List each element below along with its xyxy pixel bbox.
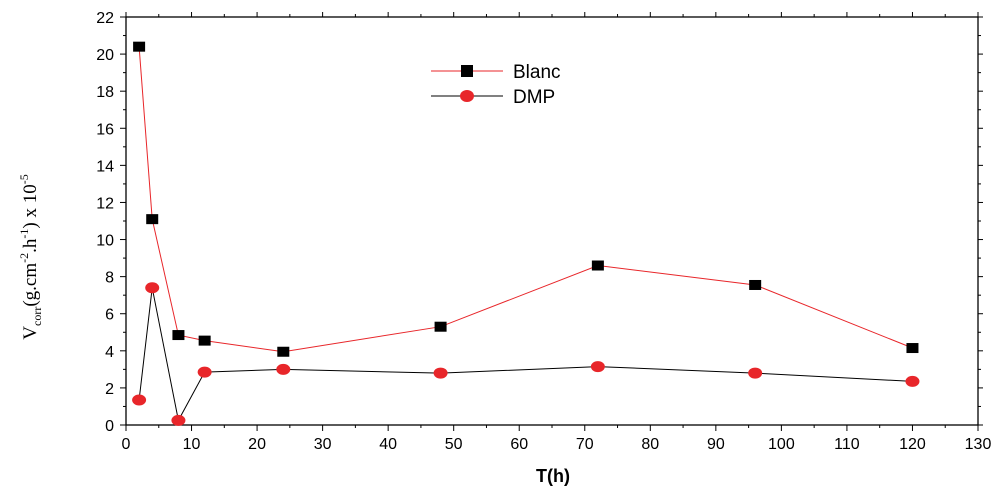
y-axis-title-sub: corr xyxy=(30,307,44,326)
point-blanc xyxy=(133,41,146,52)
x-tick-label: 100 xyxy=(768,436,795,453)
y-axis-title-sup3: -5 xyxy=(17,174,31,184)
x-tick-label: 20 xyxy=(248,436,266,453)
y-tick-label: 0 xyxy=(105,418,114,435)
series-layer xyxy=(132,41,920,426)
svg-text:Vcorr(g.cm-2.h-1) x 10-5: Vcorr(g.cm-2.h-1) x 10-5 xyxy=(17,174,44,339)
point-dmp xyxy=(145,282,160,294)
y-axis-title-sup1: -2 xyxy=(17,253,31,263)
axes-layer: 0 10 20 30 40 50 60 70 80 90 100 110 120 130 0 2 4 6 8 10 12… xyxy=(96,10,991,453)
legend-label-blanc: Blanc xyxy=(513,62,561,83)
y-tick-label: 4 xyxy=(105,344,114,361)
y-axis-title-sup2: -1 xyxy=(17,229,31,239)
point-dmp xyxy=(171,414,186,426)
y-tick-label: 22 xyxy=(96,10,114,27)
x-tick-label: 60 xyxy=(510,436,528,453)
y-axis-title-main: V xyxy=(20,326,41,340)
point-dmp xyxy=(132,394,147,406)
point-dmp xyxy=(590,361,605,373)
x-tick-label: 0 xyxy=(122,436,131,453)
legend-marker-blanc xyxy=(461,65,473,77)
point-blanc xyxy=(146,214,159,225)
point-blanc xyxy=(749,279,762,290)
x-tick-label: 70 xyxy=(576,436,594,453)
x-tick-label: 10 xyxy=(183,436,201,453)
x-tick-label: 90 xyxy=(707,436,725,453)
x-axis-title: T(h) xyxy=(536,466,570,486)
x-tick-label: 30 xyxy=(314,436,332,453)
series-line-dmp xyxy=(138,287,913,422)
point-blanc xyxy=(434,321,447,332)
point-blanc xyxy=(198,335,211,346)
y-tick-label: 18 xyxy=(96,84,114,101)
legend-frame xyxy=(420,57,610,109)
y-tick-label: 8 xyxy=(105,270,114,287)
y-tick-label: 6 xyxy=(105,307,114,324)
point-dmp xyxy=(905,375,920,387)
point-blanc xyxy=(277,346,290,357)
y-tick-label: 12 xyxy=(96,195,114,212)
x-tick-label: 120 xyxy=(899,436,926,453)
point-blanc xyxy=(591,260,604,271)
point-dmp xyxy=(433,367,448,379)
point-blanc xyxy=(172,330,185,341)
y-tick-label: 20 xyxy=(96,47,114,64)
point-dmp xyxy=(197,366,212,378)
y-tick-label: 10 xyxy=(96,233,114,250)
y-tick-label: 2 xyxy=(105,381,114,398)
legend-marker-dmp xyxy=(460,90,474,102)
y-tick-label: 16 xyxy=(96,121,114,138)
x-tick-label: 50 xyxy=(445,436,463,453)
x-tick-label: 130 xyxy=(965,436,992,453)
x-tick-label: 110 xyxy=(834,436,860,453)
y-axis-title-unit-start: (g.cm xyxy=(20,263,41,307)
legend-label-dmp: DMP xyxy=(513,87,555,108)
y-tick-label: 14 xyxy=(96,158,114,175)
point-blanc xyxy=(906,343,919,354)
point-dmp xyxy=(276,363,291,375)
x-tick-label: 40 xyxy=(379,436,397,453)
y-axis-title-unit-end: ) x 10 xyxy=(20,184,41,228)
legend: Blanc DMP xyxy=(420,57,610,109)
y-axis-title-unit-mid: .h xyxy=(20,238,41,253)
y-axis-title: Vcorr(g.cm-2.h-1) x 10-5 xyxy=(17,174,44,339)
point-dmp xyxy=(748,367,763,379)
x-tick-label: 80 xyxy=(641,436,659,453)
